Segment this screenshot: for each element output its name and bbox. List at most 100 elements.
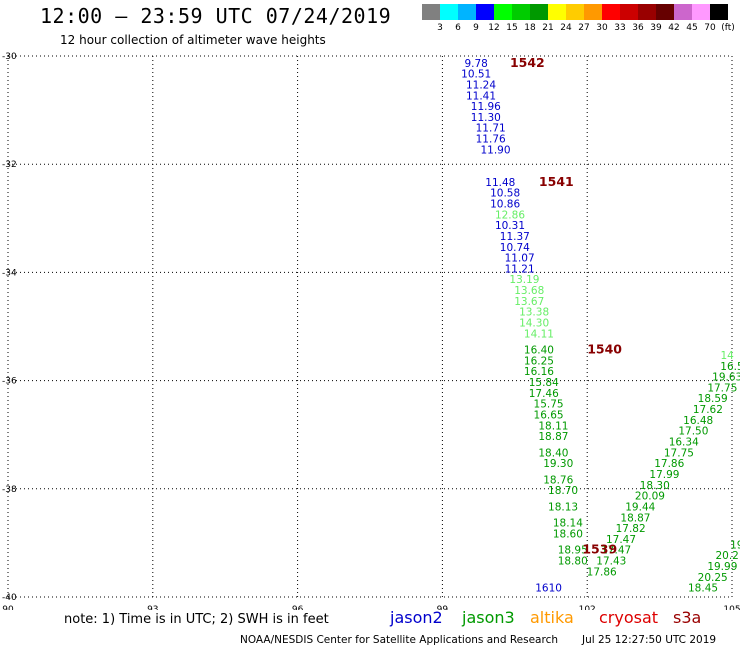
data-point-label: 11.24 xyxy=(466,79,496,91)
data-point-label: 19.63 xyxy=(712,372,740,384)
color-scale-label: 9 xyxy=(473,23,479,33)
data-point-label: 14 xyxy=(720,350,734,362)
color-scale-label: 15 xyxy=(506,23,518,33)
page-title: 12:00 — 23:59 UTC 07/24/2019 xyxy=(40,4,392,28)
data-point-label: 18.30 xyxy=(640,480,670,492)
data-point-label: 1610 xyxy=(535,583,562,595)
data-point-label: 10.58 xyxy=(490,188,520,200)
footer-credit: NOAA/NESDIS Center for Satellite Applica… xyxy=(240,634,558,646)
data-point-label: 17.86 xyxy=(587,566,617,578)
data-point-label: 16.5 xyxy=(720,361,740,373)
data-point-label: 13.19 xyxy=(509,274,539,286)
color-swatch xyxy=(476,4,494,20)
data-point-label: 11.71 xyxy=(476,123,506,135)
data-point-label: 17.86 xyxy=(654,458,684,470)
data-point-label: 15.84 xyxy=(529,377,559,389)
data-point-label: 11.37 xyxy=(500,231,530,243)
x-tick-label: 90 xyxy=(2,605,14,610)
data-point-label: 16.65 xyxy=(534,409,564,421)
color-scale-label: 6 xyxy=(455,23,461,33)
color-swatch xyxy=(422,4,440,20)
data-point-label: 20.09 xyxy=(635,491,665,503)
data-point-label: 18.87 xyxy=(620,512,650,524)
legend-s3a: s3a xyxy=(673,608,702,627)
y-tick-label: -34 xyxy=(2,268,17,278)
altimeter-chart: 90 93 96 99 102 105-30-32-34-36-38-409.7810.5… xyxy=(2,52,740,610)
color-scale-label: 36 xyxy=(632,23,644,33)
color-swatch xyxy=(458,4,476,20)
pass-number-label: 1539 xyxy=(582,542,617,557)
data-point-label: 18.60 xyxy=(553,528,583,540)
color-swatch xyxy=(620,4,638,20)
legend-jason3: jason3 xyxy=(462,608,515,627)
color-scale-label: 33 xyxy=(614,23,626,33)
data-point-label: 9.78 xyxy=(464,58,487,70)
color-scale-label: 27 xyxy=(578,23,590,33)
data-point-label: 16.34 xyxy=(669,437,699,449)
data-point-label: 11.41 xyxy=(466,90,496,102)
data-point-label: 19 xyxy=(730,539,740,551)
data-point-label: 18.76 xyxy=(543,474,573,486)
y-tick-label: -32 xyxy=(2,160,17,170)
data-point-label: 17.75 xyxy=(664,447,694,459)
data-point-label: 14.11 xyxy=(524,328,554,340)
color-swatch xyxy=(692,4,710,20)
data-point-label: 20.2 xyxy=(715,550,738,562)
data-point-label: 11.90 xyxy=(480,144,510,156)
color-scale-label: (ft) xyxy=(721,23,735,33)
color-swatch xyxy=(530,4,548,20)
data-point-label: 18.13 xyxy=(548,501,578,513)
x-tick-label: 99 xyxy=(437,605,449,610)
data-point-label: 17.47 xyxy=(601,545,631,557)
data-point-label: 16.40 xyxy=(524,345,554,357)
data-point-label: 11.96 xyxy=(471,101,501,113)
color-swatch xyxy=(512,4,530,20)
data-point-label: 17.47 xyxy=(606,534,636,546)
y-tick-label: -40 xyxy=(2,593,17,603)
color-swatch xyxy=(548,4,566,20)
data-point-label: 12.86 xyxy=(495,209,525,221)
data-point-label: 17.82 xyxy=(616,523,646,535)
data-point-label: 19.99 xyxy=(707,561,737,573)
color-scale-label: 3 xyxy=(437,23,443,33)
data-point-label: 10.51 xyxy=(461,69,491,81)
legend-cryosat: cryosat xyxy=(599,608,659,627)
data-point-label: 17.46 xyxy=(529,388,559,400)
color-swatch xyxy=(710,4,728,20)
color-scale-label: 42 xyxy=(668,23,680,33)
legend-altika: altika xyxy=(530,608,574,627)
x-tick-label: 105 xyxy=(723,605,740,610)
color-scale-label: 39 xyxy=(650,23,662,33)
color-swatch xyxy=(656,4,674,20)
color-swatch xyxy=(566,4,584,20)
data-point-label: 13.67 xyxy=(514,296,544,308)
data-point-label: 18.14 xyxy=(553,518,583,530)
data-point-label: 17.75 xyxy=(707,382,737,394)
color-swatch xyxy=(638,4,656,20)
data-point-label: 14.30 xyxy=(519,318,549,330)
data-point-label: 18.45 xyxy=(688,583,718,595)
data-point-label: 18.95 xyxy=(558,545,588,557)
data-point-label: 13.38 xyxy=(519,307,549,319)
data-point-label: 11.48 xyxy=(485,177,515,189)
data-point-label: 18.59 xyxy=(698,393,728,405)
pass-number-label: 1541 xyxy=(539,174,574,189)
data-point-label: 11.76 xyxy=(476,134,506,146)
data-point-label: 19.30 xyxy=(543,458,573,470)
data-point-label: 19.44 xyxy=(625,501,655,513)
data-point-label: 10.74 xyxy=(500,242,530,254)
data-point-label: 18.40 xyxy=(538,447,568,459)
footer-timestamp: Jul 25 12:27:50 UTC 2019 xyxy=(582,634,717,646)
color-scale-label: 24 xyxy=(560,23,572,33)
y-tick-label: -36 xyxy=(2,377,17,387)
y-tick-label: -38 xyxy=(2,485,17,495)
color-scale-label: 30 xyxy=(596,23,608,33)
pass-number-label: 1540 xyxy=(587,342,622,357)
data-point-label: 13.68 xyxy=(514,285,544,297)
color-swatch xyxy=(602,4,620,20)
y-tick-label: -30 xyxy=(2,52,17,62)
data-point-label: 17.99 xyxy=(649,469,679,481)
pass-number-label: 1542 xyxy=(510,55,545,70)
x-tick-label: 96 xyxy=(292,605,304,610)
data-point-label: 16.25 xyxy=(524,355,554,367)
